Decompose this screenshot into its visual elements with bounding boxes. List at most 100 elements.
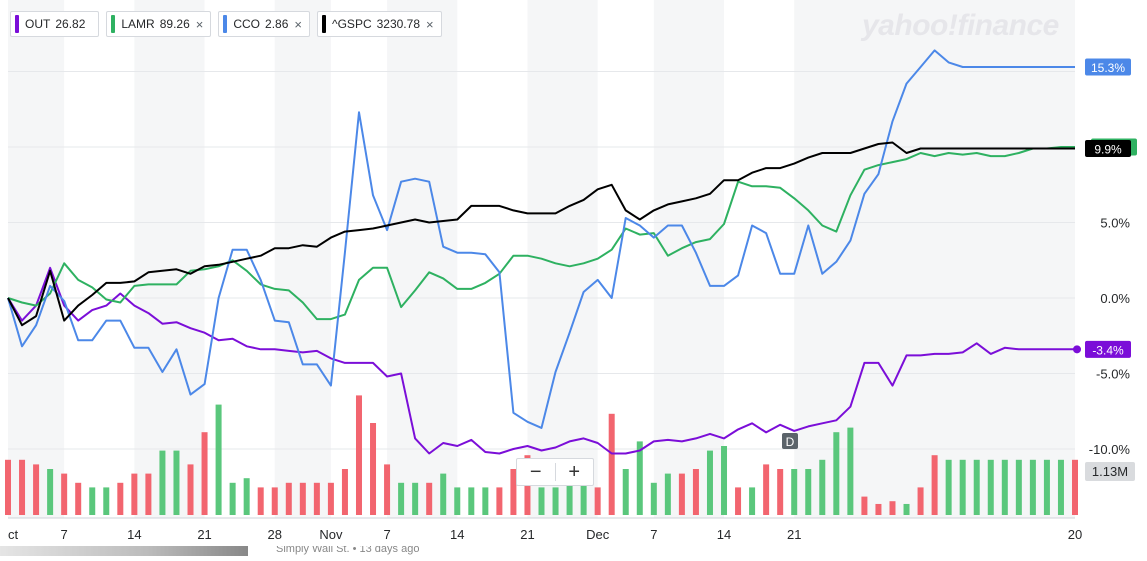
- volume-bar: [33, 464, 40, 515]
- volume-bar: [370, 423, 377, 515]
- volume-bar: [173, 450, 180, 515]
- close-icon[interactable]: ×: [426, 16, 434, 32]
- week-band: [653, 0, 725, 518]
- x-tick-label: 20: [1068, 527, 1082, 542]
- volume-bar: [496, 487, 503, 515]
- volume-bar: [861, 496, 868, 515]
- volume-bar: [468, 487, 475, 515]
- zoom-out-button[interactable]: −: [529, 461, 542, 483]
- volume-bar: [1043, 459, 1050, 515]
- volume-bar: [229, 482, 236, 515]
- swatch-gspc: [321, 15, 326, 33]
- volume-bar: [664, 473, 671, 515]
- volume-bar: [580, 459, 587, 515]
- volume-bar: [355, 395, 362, 515]
- volume-bar: [636, 441, 643, 515]
- close-icon[interactable]: ×: [294, 16, 302, 32]
- last-value-label-cco: 15.3%: [1091, 61, 1125, 75]
- volume-bar: [1001, 459, 1008, 515]
- x-tick-label: 14: [717, 527, 731, 542]
- volume-bar: [917, 487, 924, 515]
- last-value-flag-out: [1085, 340, 1131, 358]
- volume-bar: [706, 450, 713, 515]
- zoom-control: − +: [516, 458, 594, 486]
- volume-bar: [187, 464, 194, 515]
- volume-bar: [735, 487, 742, 515]
- x-tick-label: Nov: [319, 527, 343, 542]
- volume-bar: [1029, 459, 1036, 515]
- y-tick-label: 5.0%: [1100, 216, 1130, 231]
- volume-bar: [271, 487, 278, 515]
- volume-bar: [145, 473, 152, 515]
- volume-bar: [566, 482, 573, 515]
- x-tick-label: ct: [8, 527, 19, 542]
- volume-bar: [875, 503, 882, 515]
- legend-chip-out[interactable]: OUT 26.82: [10, 11, 100, 37]
- yahoo-finance-logo: yahoo!finance: [862, 9, 1059, 42]
- news-strip: Simply Wall St. • 13 days ago: [0, 546, 1147, 556]
- volume-flag: [1085, 462, 1135, 481]
- y-tick-label: -10.0%: [1089, 442, 1131, 457]
- news-thumbnail[interactable]: [0, 546, 248, 556]
- legend-chip-gspc[interactable]: ^GSPC 3230.78 ×: [316, 11, 442, 37]
- x-tick-label: 7: [650, 527, 657, 542]
- legend-chip-cco[interactable]: CCO 2.86 ×: [218, 11, 310, 37]
- volume-bar: [117, 482, 124, 515]
- volume-bar: [215, 404, 222, 515]
- volume-bar: [945, 459, 952, 515]
- volume-bar: [1072, 459, 1078, 515]
- volume-bar: [1057, 459, 1064, 515]
- volume-bar: [819, 459, 826, 515]
- y-tick-label: -5.0%: [1096, 367, 1130, 382]
- last-value-flag-cco: [1085, 58, 1131, 76]
- volume-bar: [805, 469, 812, 515]
- volume-bar: [847, 427, 854, 515]
- legend-chip-lamr[interactable]: LAMR 89.26 ×: [106, 11, 212, 37]
- ticker-gspc: ^GSPC: [331, 17, 372, 31]
- last-value-flag-gspc: [1085, 140, 1131, 158]
- zoom-in-button[interactable]: +: [568, 461, 581, 483]
- event-marker[interactable]: [782, 433, 798, 449]
- volume-label: 1.13M: [1092, 464, 1128, 479]
- ticker-out: OUT: [25, 17, 51, 31]
- value-cco: 2.86: [265, 17, 289, 31]
- volume-bar: [398, 482, 405, 515]
- volume-bar: [973, 459, 980, 515]
- ticker-lamr: LAMR: [121, 17, 155, 31]
- volume-bar: [594, 487, 601, 515]
- volume-bar: [75, 482, 82, 515]
- volume-bar: [341, 469, 348, 515]
- volume-bar: [889, 501, 896, 515]
- volume-bar: [454, 487, 461, 515]
- week-band: [134, 0, 205, 518]
- volume-bar: [650, 482, 657, 515]
- x-tick-label: 14: [127, 527, 141, 542]
- legend: OUT 26.82 LAMR 89.26 × CCO 2.86 × ^GSPC …: [10, 11, 442, 37]
- x-tick-label: 21: [787, 527, 801, 542]
- close-icon[interactable]: ×: [195, 16, 204, 32]
- week-band: [794, 0, 1075, 518]
- series-line-lamr: [7, 146, 1075, 321]
- volume-bar: [131, 473, 138, 515]
- zoom-divider: [554, 463, 556, 481]
- volume-bar: [440, 473, 447, 515]
- volume-bar: [791, 469, 798, 515]
- volume-bar: [538, 487, 545, 515]
- x-tick-label: 14: [450, 527, 464, 542]
- series-line-out: [7, 266, 1075, 455]
- x-tick-label: Dec: [586, 527, 610, 542]
- series-line-gspc: [7, 141, 1075, 327]
- volume-bar: [482, 487, 489, 515]
- volume-bar: [384, 464, 391, 515]
- volume-bar: [833, 432, 840, 515]
- series-line-cco: [7, 49, 1075, 429]
- swatch-out: [15, 15, 19, 33]
- x-tick-label: 28: [268, 527, 282, 542]
- volume-bar: [692, 469, 699, 515]
- ticker-cco: CCO: [233, 17, 261, 31]
- volume-bar: [749, 487, 756, 515]
- week-band: [274, 0, 331, 518]
- volume-bar: [1015, 459, 1022, 515]
